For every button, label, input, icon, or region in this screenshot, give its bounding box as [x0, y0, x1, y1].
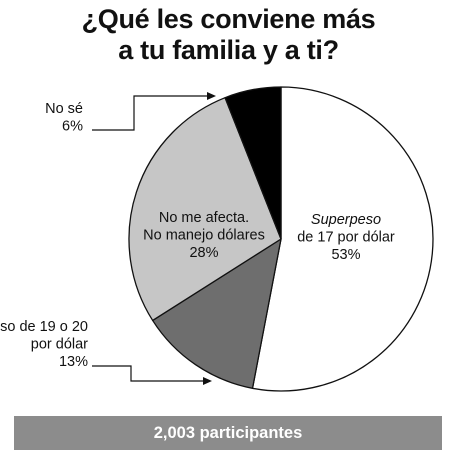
slice-label-2: No me afecta. No manejo dólares 28% — [143, 210, 265, 261]
connector-arrow-1 — [203, 377, 212, 385]
pie-slice-0 — [251, 86, 434, 392]
pie-slice-2 — [128, 97, 282, 322]
slice-label-0: Superpeso de 17 por dólar 53% — [297, 212, 395, 263]
pie-slice-3 — [224, 86, 282, 240]
pie-slice-1 — [152, 238, 282, 389]
connector-line-3 — [92, 95, 210, 131]
chart-title-line-2: a tu familia y a ti? — [118, 35, 339, 65]
chart-title-line-1: ¿Qué les conviene más — [81, 4, 376, 34]
chart-title: ¿Qué les conviene más a tu familia y a t… — [0, 4, 457, 66]
participants-count: 2,003 participantes — [153, 423, 303, 442]
connector-arrow-3 — [207, 92, 216, 100]
connector-line-1 — [92, 365, 206, 382]
participants-footer: 2,003 participantes — [14, 416, 442, 450]
pie-chart: Superpeso de 17 por dólar 53% No me afecta.… — [0, 86, 434, 392]
slice-label-3: No sé 6% — [45, 101, 83, 135]
